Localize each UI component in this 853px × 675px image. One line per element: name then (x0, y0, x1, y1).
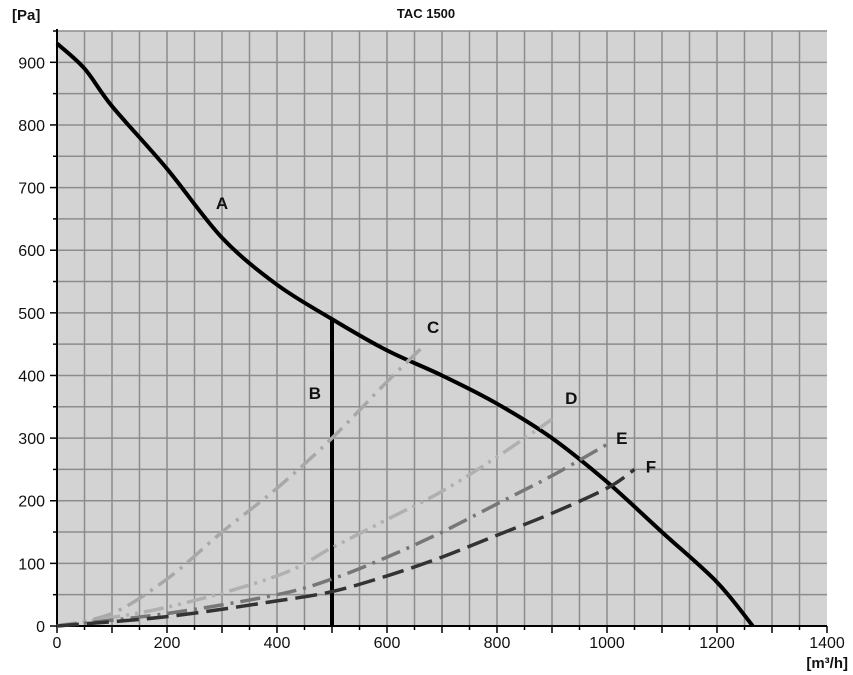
y-tick-label: 400 (18, 368, 45, 385)
x-axis-label: [m³/h] (806, 655, 848, 672)
chart-title: TAC 1500 (397, 6, 455, 21)
series-label-f: F (646, 457, 656, 476)
x-tick-label: 0 (53, 635, 62, 652)
x-tick-label: 800 (484, 635, 511, 652)
y-tick-label: 800 (18, 118, 45, 135)
series-label-c: C (427, 318, 439, 337)
series-label-d: D (565, 389, 577, 408)
y-axis-label: [Pa] (12, 7, 40, 24)
x-tick-label: 1000 (589, 635, 625, 652)
y-tick-label: 700 (18, 181, 45, 198)
y-tick-label: 100 (18, 556, 45, 573)
series-label-a: A (216, 194, 228, 213)
y-tick-label: 0 (36, 619, 45, 636)
series-line-c (56, 342, 427, 628)
x-tick-label: 1200 (699, 635, 735, 652)
y-tick-label: 600 (18, 243, 45, 260)
y-tick-label: 900 (18, 55, 45, 72)
x-tick-label: 600 (374, 635, 401, 652)
series-label-e: E (616, 429, 627, 448)
series-label-b: B (309, 384, 321, 403)
x-tick-label: 200 (154, 635, 181, 652)
series-line-a (55, 42, 755, 628)
x-tick-label: 400 (264, 635, 291, 652)
y-tick-label: 300 (18, 431, 45, 448)
series-line-e (56, 442, 608, 628)
y-tick-label: 500 (18, 306, 45, 323)
y-tick-label: 200 (18, 494, 45, 511)
x-tick-label: 1400 (809, 635, 845, 652)
series-line-f (56, 467, 636, 628)
plot-area: 0 200 400 600 800 1000 1200 1400 0 100 200 300 400 50… (18, 29, 845, 652)
